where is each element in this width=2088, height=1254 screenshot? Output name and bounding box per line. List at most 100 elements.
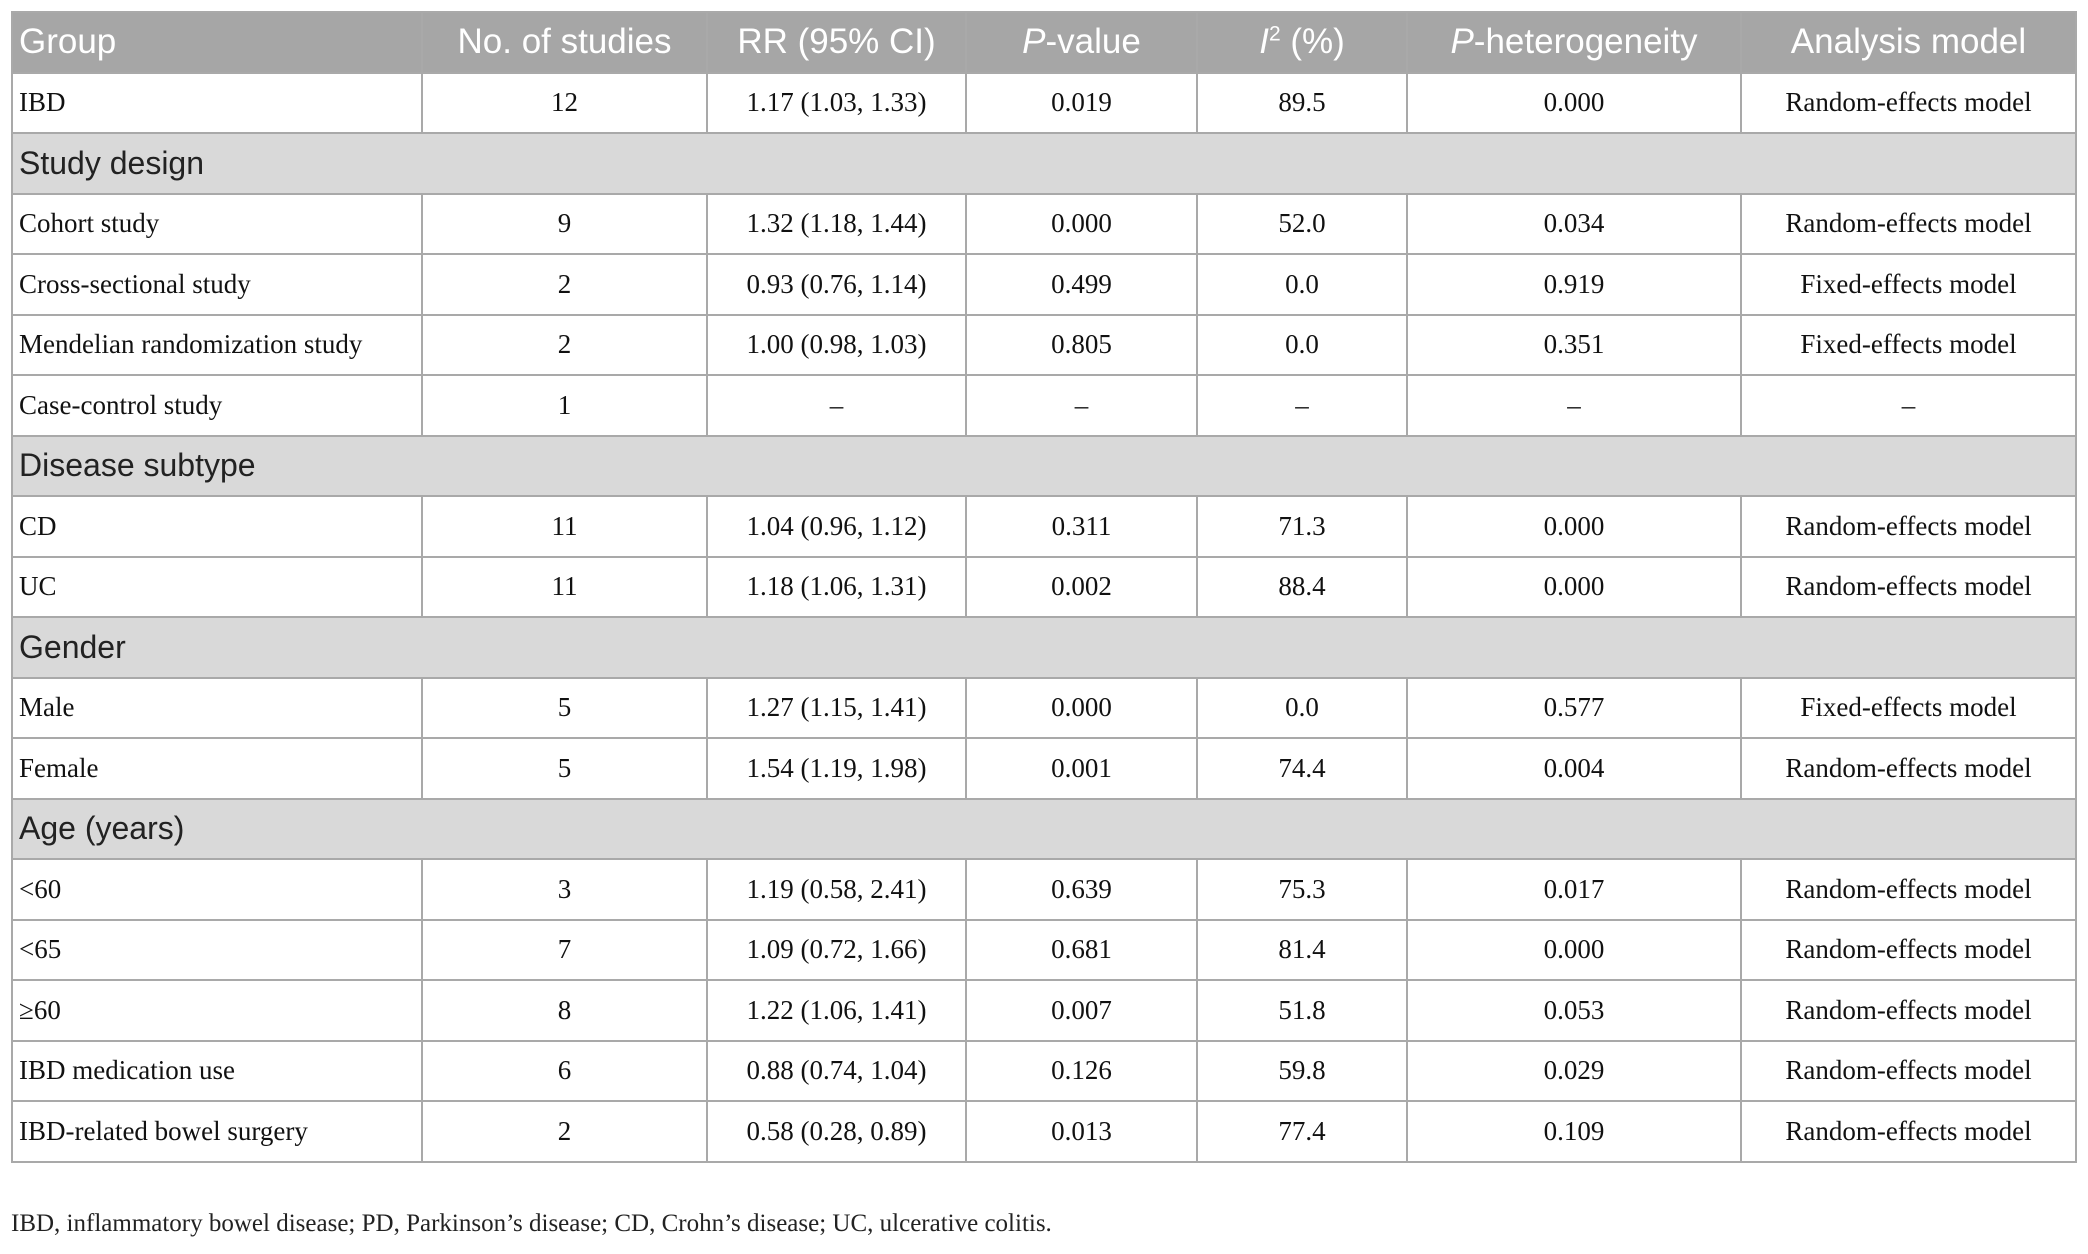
cell: 11 xyxy=(421,555,708,618)
section-row: Gender xyxy=(11,616,2077,679)
cell: 0.029 xyxy=(1406,1039,1742,1102)
cell: 1.54 (1.19, 1.98) xyxy=(706,737,967,800)
cell: 6 xyxy=(421,1039,708,1102)
cell: – xyxy=(1740,374,2077,437)
header-text: (%) xyxy=(1280,22,1345,62)
cell: – xyxy=(1196,374,1408,437)
cell: IBD-related bowel surgery xyxy=(11,1100,423,1163)
header-cell: P-value xyxy=(965,11,1198,74)
cell: 74.4 xyxy=(1196,737,1408,800)
cell: Female xyxy=(11,737,423,800)
cell: Mendelian randomization study xyxy=(11,313,423,376)
header-text: -value xyxy=(1045,22,1141,62)
cell: Random-effects model xyxy=(1740,495,2077,558)
section-cell: Gender xyxy=(11,616,2077,679)
cell: 0.053 xyxy=(1406,979,1742,1042)
cell: 81.4 xyxy=(1196,918,1408,981)
section-row: Disease subtype xyxy=(11,434,2077,497)
cell: 0.000 xyxy=(1406,71,1742,134)
cell: 0.019 xyxy=(965,71,1198,134)
data-row: UC 11 1.18 (1.06, 1.31) 0.002 88.4 0.000 Rando… xyxy=(11,555,2077,618)
cell: 59.8 xyxy=(1196,1039,1408,1102)
cell: <65 xyxy=(11,918,423,981)
header-cell: Group xyxy=(11,11,423,74)
cell: 5 xyxy=(421,737,708,800)
cell: 1 xyxy=(421,374,708,437)
header-text: Group xyxy=(19,22,117,62)
section-row: Study design xyxy=(11,132,2077,195)
results-table: Group No. of studies RR (95% CI) P-value I2 … xyxy=(11,11,2077,1163)
cell: Random-effects model xyxy=(1740,1100,2077,1163)
data-row: IBD 12 1.17 (1.03, 1.33) 0.019 89.5 0.000 Rand… xyxy=(11,71,2077,134)
cell: Random-effects model xyxy=(1740,71,2077,134)
cell: IBD xyxy=(11,71,423,134)
cell: UC xyxy=(11,555,423,618)
cell: 1.17 (1.03, 1.33) xyxy=(706,71,967,134)
cell: 0.93 (0.76, 1.14) xyxy=(706,253,967,316)
cell: 52.0 xyxy=(1196,192,1408,255)
cell: 5 xyxy=(421,676,708,739)
cell: – xyxy=(706,374,967,437)
table-body: IBD 12 1.17 (1.03, 1.33) 0.019 89.5 0.000 Rand… xyxy=(11,71,2077,1163)
cell: 1.09 (0.72, 1.66) xyxy=(706,918,967,981)
cell: 75.3 xyxy=(1196,858,1408,921)
header-text: Analysis model xyxy=(1790,22,2027,62)
cell: 71.3 xyxy=(1196,495,1408,558)
cell: 0.001 xyxy=(965,737,1198,800)
cell: 0.805 xyxy=(965,313,1198,376)
footnote: IBD, inflammatory bowel disease; PD, Par… xyxy=(11,1210,1052,1237)
cell: Cross-sectional study xyxy=(11,253,423,316)
section-row: Age (years) xyxy=(11,797,2077,860)
header-cell: I2 (%) xyxy=(1196,11,1408,74)
cell: 1.32 (1.18, 1.44) xyxy=(706,192,967,255)
data-row: Female 5 1.54 (1.19, 1.98) 0.001 74.4 0.004 Ra… xyxy=(11,737,2077,800)
cell: 2 xyxy=(421,253,708,316)
data-row: Case-control study 1– – – – – xyxy=(11,374,2077,437)
cell: 0.000 xyxy=(1406,495,1742,558)
cell: 0.0 xyxy=(1196,253,1408,316)
header-text: No. of studies xyxy=(457,22,672,62)
data-row: CD 11 1.04 (0.96, 1.12) 0.311 71.3 0.000 Rando… xyxy=(11,495,2077,558)
data-row: IBD medication use 6 0.88 (0.74, 1.04) 0.12… xyxy=(11,1039,2077,1102)
header-superscript: 2 xyxy=(1268,22,1281,46)
cell: 0.004 xyxy=(1406,737,1742,800)
cell: 88.4 xyxy=(1196,555,1408,618)
data-row: Mendelian randomization study 2 1.00 (0.98… xyxy=(11,313,2077,376)
cell: 0.007 xyxy=(965,979,1198,1042)
header-italic: P xyxy=(1450,22,1474,62)
cell: Fixed-effects model xyxy=(1740,313,2077,376)
header-italic: P xyxy=(1022,22,1046,62)
cell: <60 xyxy=(11,858,423,921)
cell: 0.0 xyxy=(1196,676,1408,739)
cell: Random-effects model xyxy=(1740,858,2077,921)
cell: 0.034 xyxy=(1406,192,1742,255)
header-cell: RR (95% CI) xyxy=(706,11,967,74)
cell: 0.126 xyxy=(965,1039,1198,1102)
cell: 0.499 xyxy=(965,253,1198,316)
cell: 0.681 xyxy=(965,918,1198,981)
cell: 1.04 (0.96, 1.12) xyxy=(706,495,967,558)
cell: 1.22 (1.06, 1.41) xyxy=(706,979,967,1042)
data-row: Cohort study 9 1.32 (1.18, 1.44) 0.000 52.0 0… xyxy=(11,192,2077,255)
section-cell: Age (years) xyxy=(11,797,2077,860)
cell: 0.311 xyxy=(965,495,1198,558)
header-cell: No. of studies xyxy=(421,11,708,74)
cell: 0.002 xyxy=(965,555,1198,618)
cell: 0.0 xyxy=(1196,313,1408,376)
cell: 0.577 xyxy=(1406,676,1742,739)
cell: 89.5 xyxy=(1196,71,1408,134)
section-cell: Disease subtype xyxy=(11,434,2077,497)
cell: Male xyxy=(11,676,423,739)
cell: 1.00 (0.98, 1.03) xyxy=(706,313,967,376)
cell: 77.4 xyxy=(1196,1100,1408,1163)
cell: 1.27 (1.15, 1.41) xyxy=(706,676,967,739)
cell: 2 xyxy=(421,313,708,376)
cell: Cohort study xyxy=(11,192,423,255)
cell: 0.109 xyxy=(1406,1100,1742,1163)
header-text: -heterogeneity xyxy=(1473,22,1698,62)
cell: ≥60 xyxy=(11,979,423,1042)
cell: Random-effects model xyxy=(1740,737,2077,800)
cell: 0.88 (0.74, 1.04) xyxy=(706,1039,967,1102)
section-cell: Study design xyxy=(11,132,2077,195)
